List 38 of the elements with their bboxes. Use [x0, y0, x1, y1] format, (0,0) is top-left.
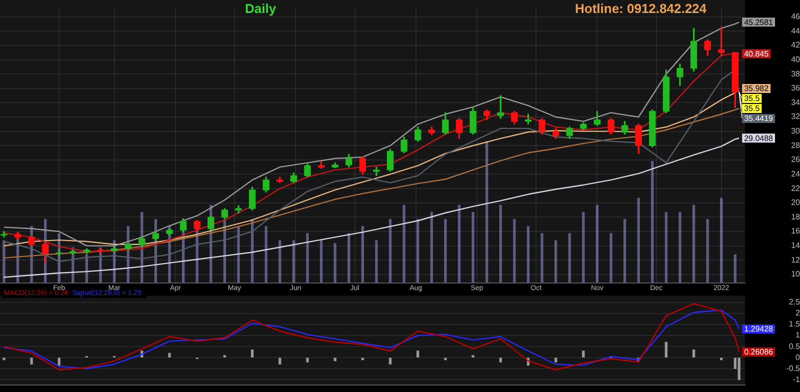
annotation: 45.2581	[744, 18, 774, 27]
y-tick-label: 46	[791, 12, 800, 22]
y-tick-label: 28	[791, 140, 800, 150]
y-tick-label: 2.5	[788, 298, 800, 307]
annotation: 1.29428	[744, 324, 774, 334]
y-tick-label: 40	[791, 54, 800, 64]
annotation: 35.5	[744, 104, 760, 114]
y-tick-label: 22	[791, 184, 800, 193]
y-tick-label: 12	[791, 255, 800, 264]
y-tick-label: 0	[796, 352, 800, 362]
y-tick-label: 1	[796, 330, 800, 340]
annotation: 35.4419	[744, 114, 774, 124]
y-tick-label: 14	[791, 240, 800, 250]
y-tick-label: -0.5	[786, 364, 800, 373]
y-tick-label: 20	[791, 198, 800, 208]
chart-title: Daily	[245, 1, 276, 16]
y-tick-label: 10	[791, 270, 800, 279]
y-tick-label: 16	[791, 226, 800, 236]
y-tick-label: 0.5	[788, 342, 800, 351]
y-tick-label: -1	[792, 374, 800, 384]
y-tick-label: 18	[791, 212, 800, 222]
y-tick-label: 36	[791, 84, 800, 93]
y-tick-label: 42	[791, 40, 800, 50]
y-tick-label: 34	[791, 98, 800, 107]
annotation: 0.26086	[744, 348, 774, 357]
annotation: 29.0488	[744, 134, 774, 143]
y-tick-label: 30	[791, 126, 800, 136]
y-tick-label: 38	[791, 69, 800, 78]
y-tick-label: 2	[796, 308, 800, 318]
annotation: 40.845	[744, 49, 770, 58]
y-tick-label: 32	[791, 112, 800, 122]
y-tick-label: 1.5	[788, 320, 800, 329]
annotation: 35.982	[744, 84, 770, 94]
y-tick-label: 24	[791, 169, 800, 178]
annotation: Hotline: 0912.842.224	[575, 1, 707, 16]
y-tick-label: 44	[791, 26, 800, 36]
y-tick-label: 26	[791, 155, 800, 164]
annotation: 35.5	[744, 94, 760, 104]
